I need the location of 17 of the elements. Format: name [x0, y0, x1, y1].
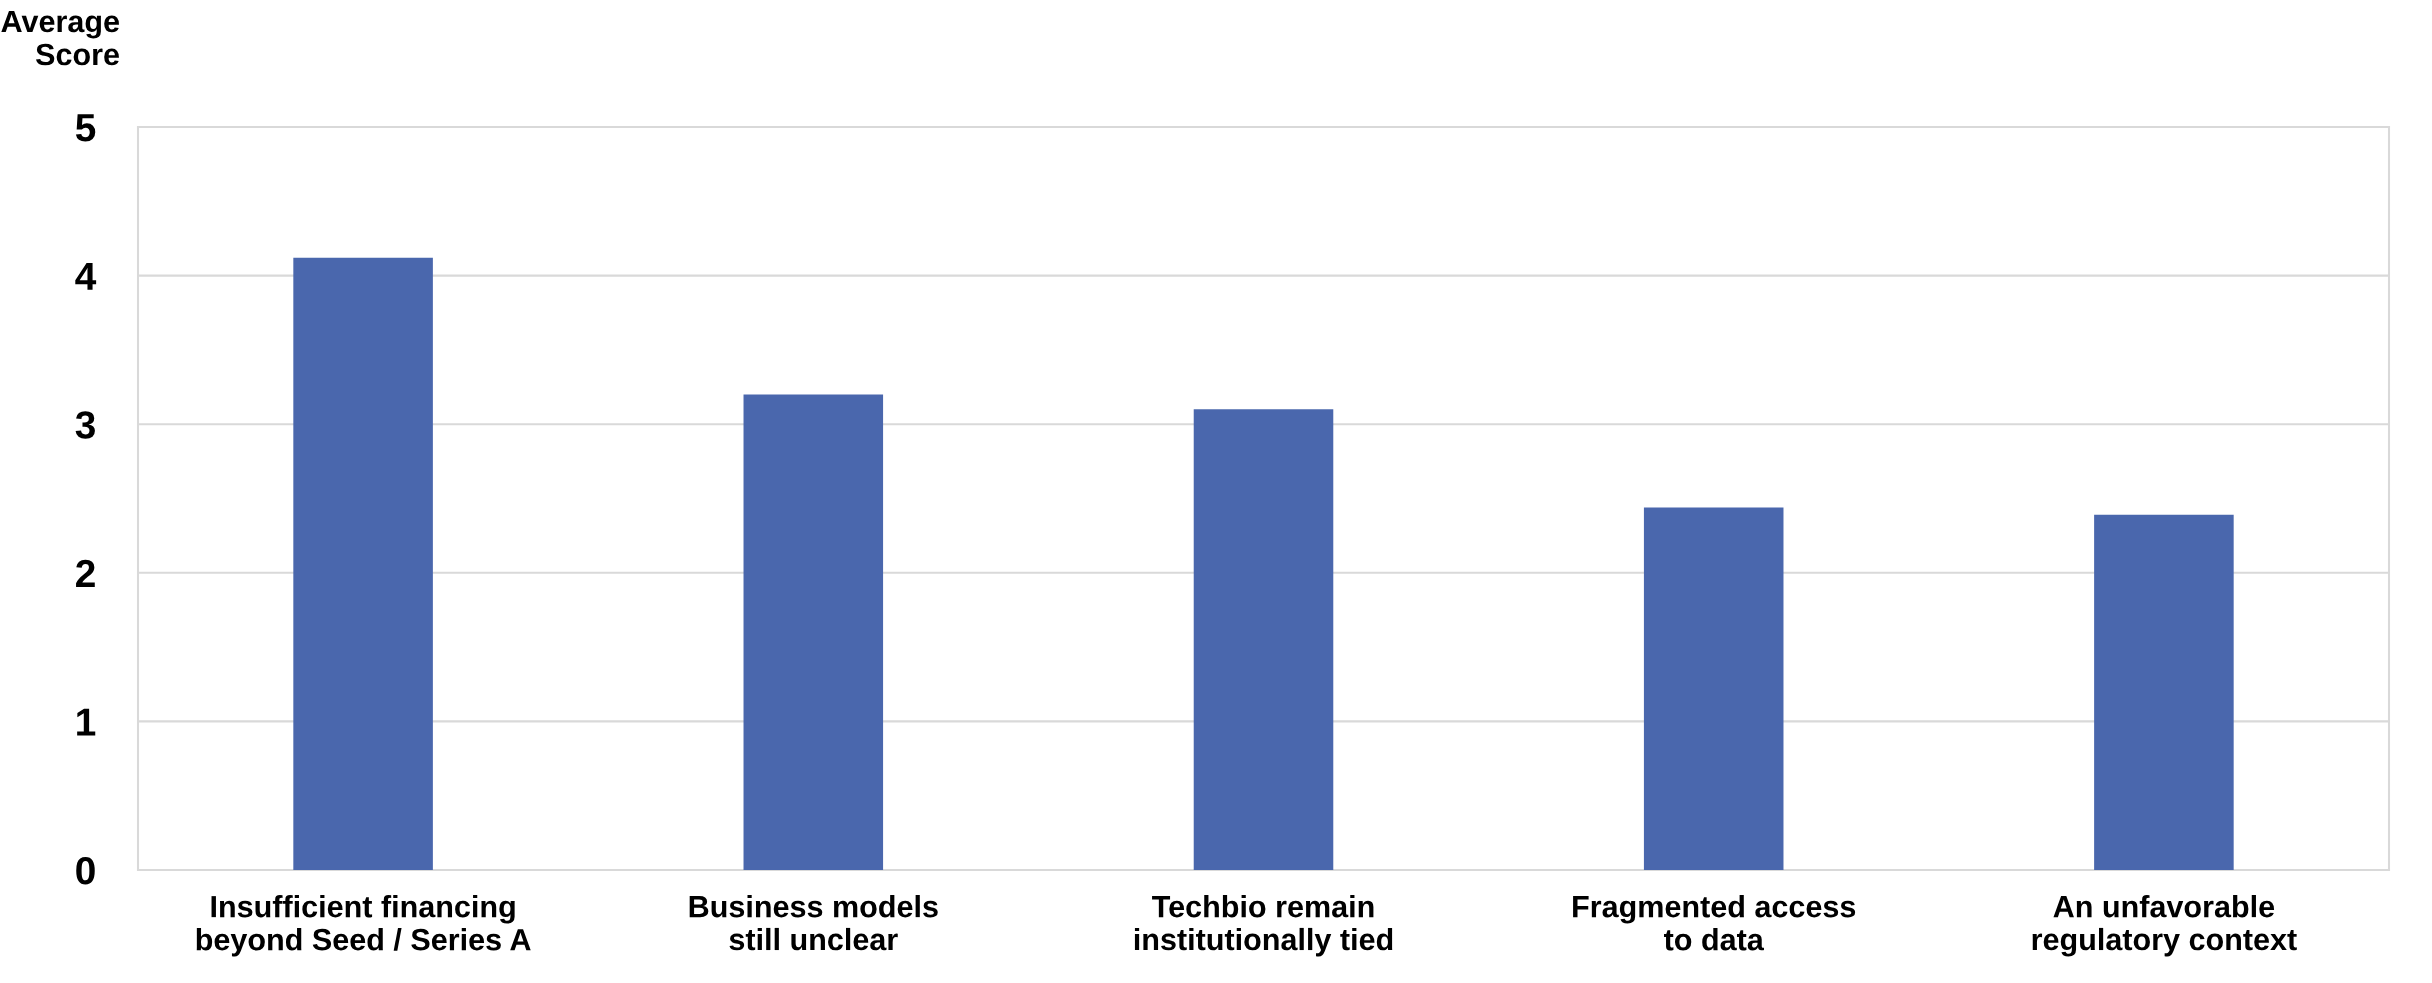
y-tick-label: 5 — [75, 114, 96, 142]
bar — [743, 394, 884, 870]
x-tick-label: Insufficient financing beyond Seed / Series A — [196, 895, 531, 957]
x-tick-label: Techbio remain institutionally tied — [1134, 895, 1393, 957]
bar — [1193, 409, 1334, 870]
x-tick-label: An unfavorable regulatory context — [2032, 895, 2297, 957]
y-tick-label: 4 — [75, 262, 97, 290]
y-tick-label: 2 — [76, 559, 95, 587]
bar — [293, 257, 433, 870]
y-tick-label: 1 — [77, 708, 96, 736]
x-tick-label: Business models still unclear — [689, 895, 938, 951]
y-tick-label: 0 — [76, 856, 95, 885]
bar — [1643, 507, 1784, 870]
bar — [2094, 514, 2234, 870]
y-axis-title: Average Score — [1, 10, 119, 66]
y-tick-label: 3 — [75, 411, 95, 439]
x-tick-label: Fragmented access to data — [1573, 895, 1856, 951]
